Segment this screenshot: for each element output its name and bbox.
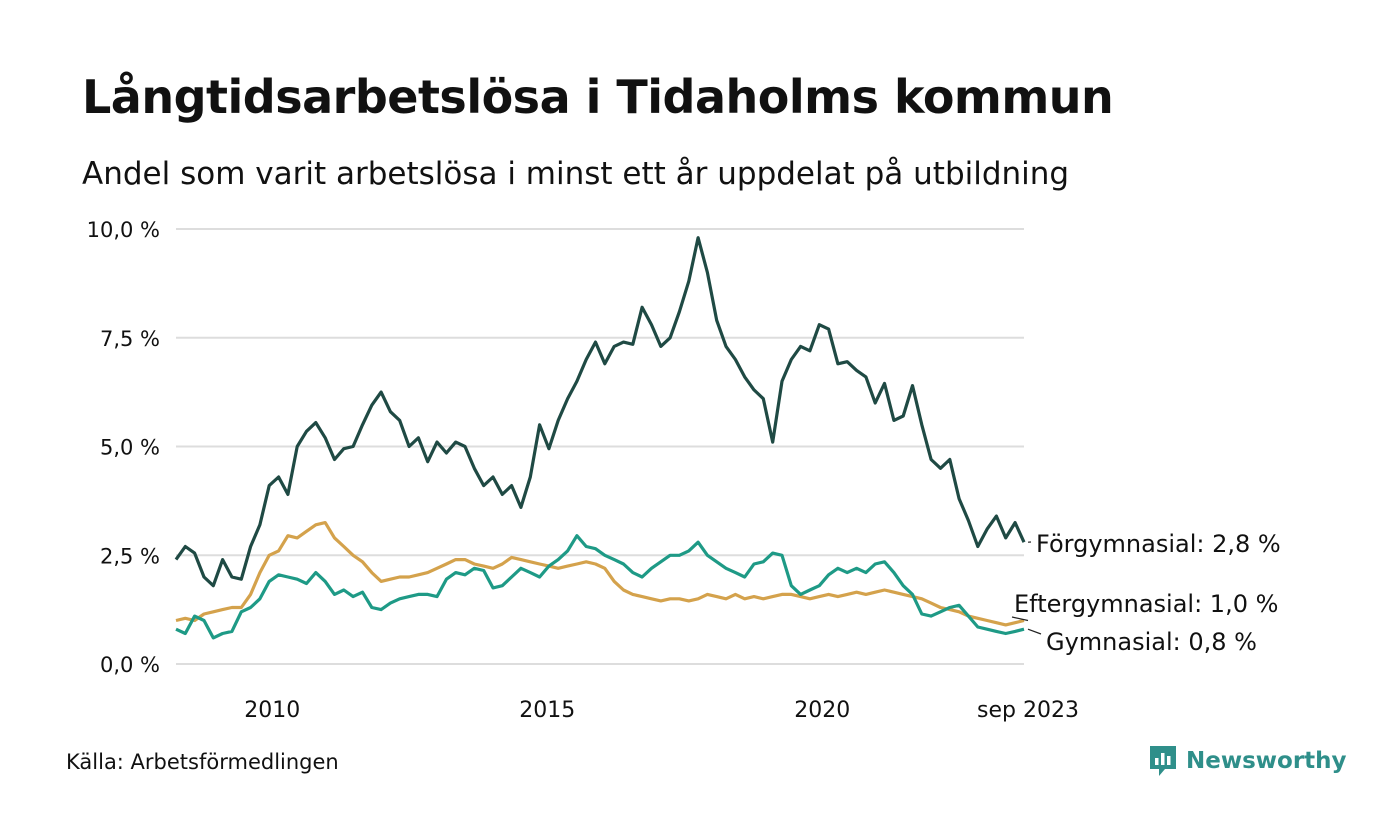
y-tick-label: 7,5 % — [100, 327, 160, 351]
series-line-eftergymnasial — [175, 521, 1025, 627]
y-tick-label: 5,0 % — [100, 436, 160, 460]
series-end-label: Förgymnasial: 2,8 % — [1036, 530, 1281, 558]
brand-logo: Newsworthy — [1148, 744, 1347, 778]
leader-line — [1027, 628, 1042, 635]
x-tick-label: 2020 — [794, 698, 850, 723]
x-tick-label: sep 2023 — [977, 698, 1079, 723]
x-tick-label: 2015 — [519, 698, 575, 723]
series-line-gymnasial — [175, 534, 1025, 640]
brand-name: Newsworthy — [1186, 748, 1347, 774]
newsworthy-logo-icon — [1150, 746, 1176, 776]
series-end-label: Gymnasial: 0,8 % — [1046, 628, 1257, 656]
chart-subtitle: Andel som varit arbetslösa i minst ett å… — [82, 156, 1070, 192]
leader-line — [1011, 616, 1029, 622]
series-end-label: Eftergymnasial: 1,0 % — [1014, 590, 1278, 618]
y-tick-label: 10,0 % — [87, 218, 160, 242]
source-note: Källa: Arbetsförmedlingen — [66, 750, 339, 774]
y-tick-label: 0,0 % — [100, 653, 160, 677]
x-tick-label: 2010 — [244, 698, 300, 723]
chart-title: Långtidsarbetslösa i Tidaholms kommun — [82, 70, 1114, 124]
series-line-forgymnasial — [174, 236, 1026, 588]
y-tick-label: 2,5 % — [100, 544, 160, 568]
